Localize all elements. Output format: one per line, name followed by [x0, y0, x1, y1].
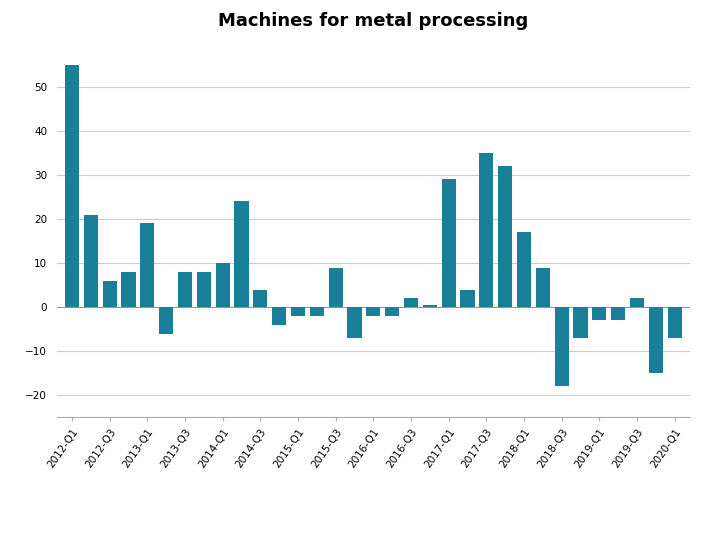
- Bar: [102, 281, 117, 307]
- Bar: [310, 307, 324, 316]
- Bar: [479, 153, 493, 307]
- Bar: [668, 307, 682, 338]
- Bar: [404, 299, 418, 307]
- Bar: [423, 305, 437, 307]
- Bar: [253, 289, 267, 307]
- Bar: [366, 307, 380, 316]
- Bar: [178, 272, 192, 307]
- Bar: [65, 65, 79, 307]
- Bar: [159, 307, 173, 334]
- Bar: [648, 307, 663, 373]
- Bar: [535, 268, 550, 307]
- Bar: [498, 166, 512, 307]
- Bar: [592, 307, 606, 320]
- Bar: [215, 263, 230, 307]
- Bar: [348, 307, 361, 338]
- Bar: [442, 179, 456, 307]
- Bar: [517, 232, 531, 307]
- Bar: [630, 299, 644, 307]
- Bar: [235, 201, 249, 307]
- Bar: [555, 307, 569, 386]
- Bar: [291, 307, 305, 316]
- Bar: [272, 307, 286, 325]
- Bar: [573, 307, 587, 338]
- Title: Machines for metal processing: Machines for metal processing: [218, 12, 528, 30]
- Bar: [328, 268, 343, 307]
- Bar: [122, 272, 136, 307]
- Bar: [461, 289, 474, 307]
- Bar: [84, 215, 98, 307]
- Bar: [140, 224, 154, 307]
- Bar: [197, 272, 211, 307]
- Bar: [385, 307, 399, 316]
- Bar: [611, 307, 625, 320]
